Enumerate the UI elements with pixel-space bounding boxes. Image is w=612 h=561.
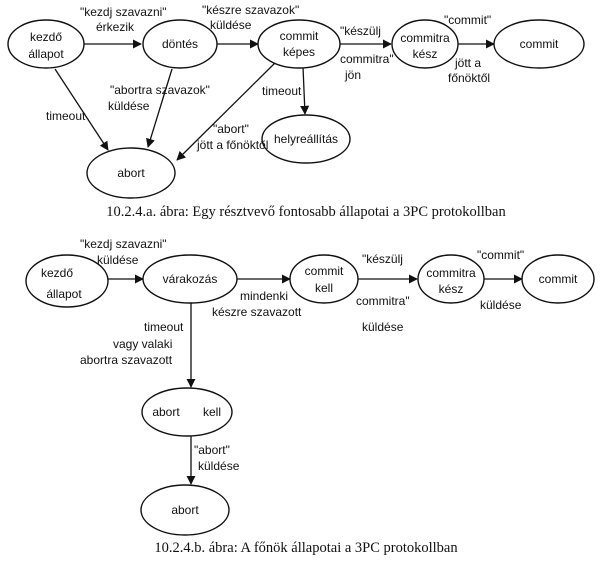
edge-a-dontes-abort	[146, 68, 173, 148]
edge-a-commitkepes-abort	[176, 57, 281, 161]
caption-b: 10.2.4.b. ábra: A főnök állapotai a 3PC …	[154, 540, 458, 556]
node-a-commitra-kesz-label-1: commitra	[400, 31, 450, 45]
node-a-commit	[493, 19, 585, 69]
edge-a-label-4-1: "commit"	[444, 13, 491, 27]
node-b-varakozas	[142, 254, 238, 304]
edge-a-kezdo-abort	[54, 68, 109, 151]
edge-a-label-3-1: "készülj	[340, 24, 381, 38]
caption-a: 10.2.4.a. ábra: Egy résztvevő fontosabb …	[106, 204, 506, 220]
node-a-kezdo-label-2: állapot	[28, 47, 64, 61]
node-b-abort-kell-label-1: abort	[152, 405, 180, 419]
edge-b-label-3-2: commitra"	[356, 294, 410, 308]
node-b-commit-kell	[289, 254, 359, 304]
edge-a-commitkepes-helyreallitas	[300, 66, 310, 115]
edge-a-label-7-2: jött a főnöktől	[196, 138, 268, 152]
edge-b-label-6-1: "abort"	[194, 443, 230, 457]
edge-a-label-4-2: jött a	[454, 56, 481, 70]
edge-b-label-4-1: "commit"	[477, 248, 524, 262]
node-a-dontes-label: döntés	[162, 37, 198, 51]
node-a-commit-kepes	[257, 19, 341, 69]
edge-a-label-3-3: jön	[344, 68, 361, 82]
edge-b-label-1-2: küldése	[97, 253, 139, 267]
node-a-commit-label: commit	[520, 37, 559, 51]
node-b-commit-kell-label-1: commit	[305, 264, 344, 278]
edge-b-label-5-2: vagy valaki	[113, 337, 172, 351]
edge-a-label-5: timeout	[46, 109, 86, 123]
node-b-commit-label: commit	[539, 272, 578, 286]
node-b-abort-kell	[141, 387, 233, 437]
edge-a-label-3-2: commitra"	[340, 52, 394, 66]
node-b-varakozas-label: várakozás	[163, 272, 218, 286]
node-b-abort	[140, 484, 230, 536]
node-b-commitra-kesz-label-2: kész	[439, 282, 464, 296]
edge-b-label-1-1: "kezdj szavazni"	[80, 237, 167, 251]
node-a-dontes	[142, 19, 218, 69]
node-b-commit	[521, 254, 595, 304]
node-a-commitra-kesz-label-2: kész	[413, 47, 438, 61]
edge-a-label-2-1: "készre szavazok"	[202, 3, 299, 17]
node-b-commit-kell-label-2: kell	[315, 281, 333, 295]
node-b-kezdo-label-1: kezdő	[41, 266, 73, 280]
diagram-b: kezdő állapot várakozás commit kell comm…	[25, 237, 595, 556]
edge-b-label-5-3: abortra szavazott	[80, 353, 173, 367]
edge-a-label-8: timeout	[262, 84, 302, 98]
node-a-commit-kepes-label-2: képes	[283, 45, 315, 59]
node-a-helyreallitas	[261, 114, 351, 164]
node-b-kezdo-allapot	[25, 254, 109, 308]
node-a-commitra-kesz	[391, 19, 459, 69]
edge-a-label-6-1: "abortra szavazok"	[110, 83, 210, 97]
edge-b-label-2-2: készre szavazott	[212, 305, 302, 319]
node-b-commitra-kesz-label-1: commitra	[426, 266, 476, 280]
edge-b-label-5-1: timeout	[144, 320, 184, 334]
node-a-commit-kepes-label-1: commit	[280, 29, 319, 43]
edge-b-label-3-3: küldése	[362, 320, 404, 334]
node-b-abort-kell-label-2: kell	[203, 405, 221, 419]
diagram-a: kezdő állapot döntés commit képes commit…	[7, 3, 585, 220]
node-a-kezdo-label-1: kezdő	[30, 30, 62, 44]
edge-a-label-6-2: küldése	[108, 99, 150, 113]
edge-a-label-1-1: "kezdj szavazni"	[80, 5, 167, 19]
edge-b-label-2-1: mindenki	[240, 289, 288, 303]
edge-a-label-4-3: főnöktől	[448, 71, 490, 85]
node-a-abort-label: abort	[117, 166, 145, 180]
edge-b-label-3-1: "készülj	[362, 252, 403, 266]
node-a-helyreallitas-label: helyreállítás	[274, 132, 338, 146]
node-a-kezdo-allapot	[7, 19, 85, 69]
node-b-commitra-kesz	[417, 254, 485, 304]
edge-a-label-7-1: "abort"	[213, 122, 249, 136]
node-b-kezdo-label-2: állapot	[46, 287, 82, 301]
edge-b-label-6-2: küldése	[198, 459, 240, 473]
edge-a-label-2-2: küldése	[210, 18, 252, 32]
node-b-abort-label: abort	[171, 503, 199, 517]
node-a-abort	[86, 147, 176, 199]
edge-a-label-1-2: érkezik	[96, 20, 135, 34]
edge-b-label-4-2: küldése	[480, 298, 522, 312]
